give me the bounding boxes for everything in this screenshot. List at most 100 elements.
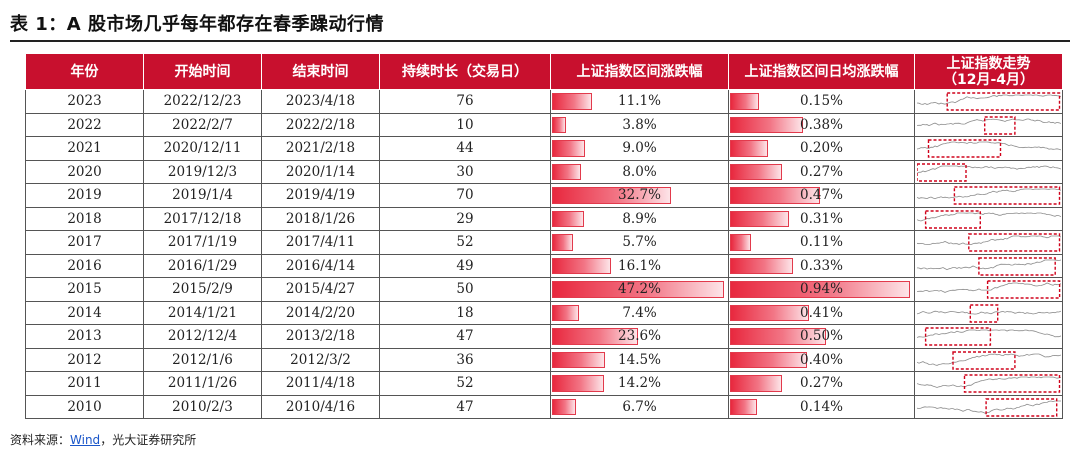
range-bar (552, 328, 638, 345)
cell-trend (914, 89, 1063, 114)
cell-year: 2022 (25, 112, 144, 137)
table-row: 2023 2022/12/23 2023/4/18 76 11.1% 0.15% (25, 89, 1063, 114)
cell-days: 18 (379, 300, 551, 325)
cell-range-pct: 14.2% (550, 371, 729, 396)
cell-daily-pct: 0.50% (728, 324, 915, 349)
cell-end: 2019/4/19 (261, 183, 380, 208)
cell-days: 49 (379, 253, 551, 278)
cell-start: 2014/1/21 (143, 300, 262, 325)
cell-start: 2017/12/18 (143, 206, 262, 231)
cell-range-pct: 11.1% (550, 89, 729, 114)
cell-end: 2021/2/18 (261, 136, 380, 161)
header-start: 开始时间 (143, 53, 262, 90)
cell-range-pct: 8.0% (550, 159, 729, 184)
daily-bar (730, 257, 794, 274)
cell-year: 2013 (25, 324, 144, 349)
cell-year: 2018 (25, 206, 144, 231)
table-row: 2014 2014/1/21 2014/2/20 18 7.4% 0.41% (25, 300, 1063, 325)
title-rule (10, 40, 1070, 42)
cell-end: 2017/4/11 (261, 230, 380, 255)
rally-period-box (986, 280, 1061, 299)
cell-year: 2016 (25, 253, 144, 278)
daily-bar (730, 210, 790, 227)
daily-bar (730, 163, 782, 180)
daily-pct-value: 0.14% (800, 398, 843, 415)
cell-range-pct: 6.7% (550, 394, 729, 419)
cell-end: 2014/2/20 (261, 300, 380, 325)
cell-trend (914, 136, 1063, 161)
cell-days: 10 (379, 112, 551, 137)
table-row: 2022 2022/2/7 2022/2/18 10 3.8% 0.38% (25, 112, 1063, 137)
daily-pct-value: 0.94% (800, 281, 843, 298)
range-bar (552, 163, 582, 180)
cell-end: 2020/1/14 (261, 159, 380, 184)
cell-year: 2021 (25, 136, 144, 161)
trend-sparkline (917, 327, 1061, 346)
header-end: 结束时间 (261, 53, 380, 90)
range-pct-value: 16.1% (618, 257, 661, 274)
table-row: 2010 2010/2/3 2010/4/16 47 6.7% 0.14% (25, 394, 1063, 419)
table-row: 2015 2015/2/9 2015/4/27 50 47.2% 0.94% (25, 277, 1063, 302)
range-bar (552, 304, 579, 321)
range-bar (552, 140, 585, 157)
rally-period-box (946, 92, 1061, 111)
daily-pct-value: 0.33% (800, 257, 843, 274)
daily-pct-value: 0.40% (800, 351, 843, 368)
trend-sparkline (917, 92, 1061, 111)
range-bar (552, 116, 566, 133)
range-pct-value: 11.1% (618, 93, 661, 110)
cell-year: 2017 (25, 230, 144, 255)
sparkline-path (917, 310, 1061, 315)
daily-bar (730, 116, 803, 133)
cell-trend (914, 230, 1063, 255)
cell-start: 2022/2/7 (143, 112, 262, 137)
range-pct-value: 23.6% (618, 328, 661, 345)
daily-bar (730, 187, 820, 204)
source-wind-link[interactable]: Wind (70, 433, 101, 447)
cell-days: 52 (379, 230, 551, 255)
spring-rally-table: 年份 开始时间 结束时间 持续时长（交易日） 上证指数区间涨跌幅 上证指数区间日… (25, 53, 1063, 419)
range-bar (552, 210, 585, 227)
daily-pct-value: 0.20% (800, 140, 843, 157)
trend-sparkline (917, 280, 1061, 299)
cell-start: 2012/12/4 (143, 324, 262, 349)
trend-sparkline (917, 256, 1061, 276)
rally-period-box (963, 374, 1061, 393)
daily-bar (730, 93, 759, 110)
rally-period-box (924, 209, 982, 229)
cell-range-pct: 7.4% (550, 300, 729, 325)
cell-days: 47 (379, 324, 551, 349)
trend-sparkline (917, 350, 1061, 370)
source-prefix: 资料来源： (10, 433, 71, 447)
range-bar (552, 234, 573, 251)
cell-daily-pct: 0.27% (728, 371, 915, 396)
sparkline-path (917, 188, 1061, 200)
header-year: 年份 (25, 53, 144, 90)
range-bar (552, 375, 604, 392)
cell-days: 52 (379, 371, 551, 396)
cell-start: 2010/2/3 (143, 394, 262, 419)
range-pct-value: 8.0% (622, 163, 657, 180)
daily-pct-value: 0.50% (800, 328, 843, 345)
cell-daily-pct: 0.14% (728, 394, 915, 419)
trend-sparkline (917, 139, 1061, 158)
range-pct-value: 32.7% (618, 187, 661, 204)
sparkline-path (917, 282, 1061, 293)
sparkline-path (917, 329, 1061, 338)
rally-period-box (952, 350, 1016, 370)
range-pct-value: 3.8% (622, 116, 657, 133)
range-pct-value: 8.9% (622, 210, 657, 227)
sparkline-path (917, 212, 1061, 221)
range-bar (552, 187, 672, 204)
cell-days: 47 (379, 394, 551, 419)
cell-start: 2016/1/29 (143, 253, 262, 278)
sparkline-path (917, 353, 1061, 366)
range-pct-value: 47.2% (618, 281, 661, 298)
cell-end: 2022/2/18 (261, 112, 380, 137)
cell-trend (914, 324, 1063, 349)
source-suffix: ，光大证券研究所 (100, 433, 197, 447)
rally-period-box (924, 327, 992, 346)
range-bar (552, 351, 605, 368)
table-row: 2012 2012/1/6 2012/3/2 36 14.5% 0.40% (25, 347, 1063, 372)
rally-period-box (983, 115, 1016, 135)
